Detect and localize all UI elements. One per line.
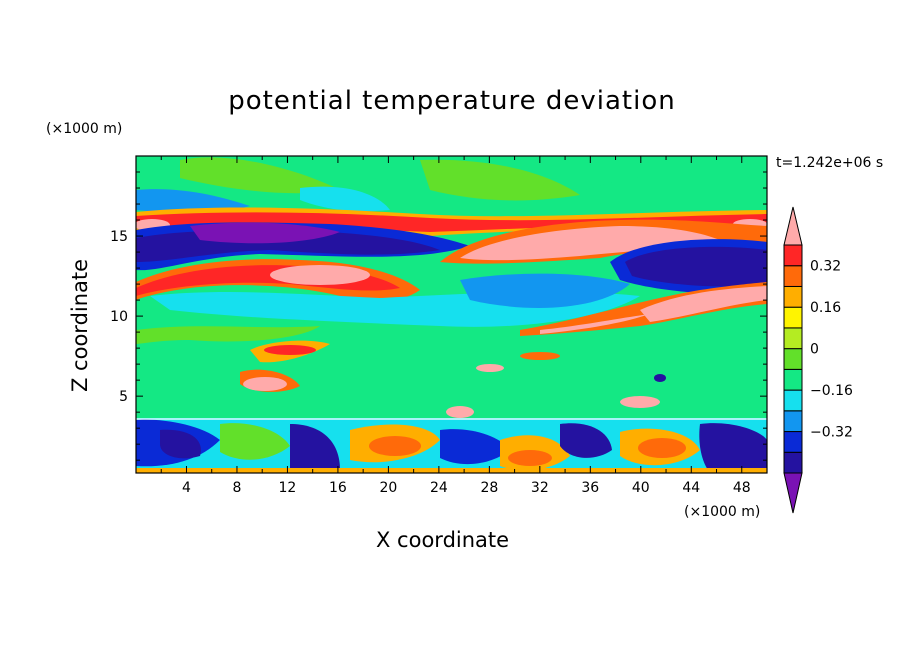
field-layer — [264, 345, 316, 355]
field-layer — [270, 265, 370, 285]
colorbar-tick-label: 0.16 — [810, 300, 841, 316]
field-layer — [625, 246, 767, 287]
colorbar-extend-high — [783, 206, 803, 246]
x-axis: 4 8 12 16 20 24 28 32 36 40 44 48 — [160, 156, 751, 496]
field-layer — [136, 468, 767, 473]
x-tick-label: 40 — [632, 480, 650, 496]
colorbar-bin — [783, 244, 803, 267]
x-tick-label: 48 — [733, 480, 751, 496]
contour-field — [136, 156, 767, 473]
x-tick-label: 16 — [329, 480, 347, 496]
x-tick-label: 24 — [430, 480, 448, 496]
field-layer — [190, 222, 340, 244]
field-layer — [638, 438, 686, 458]
y-axis: 5 10 15 — [110, 171, 767, 461]
x-tick-label: 36 — [581, 480, 599, 496]
y-tick-label: 5 — [119, 389, 128, 405]
field-layer — [540, 314, 650, 334]
x-axis-label: X coordinate — [376, 528, 510, 552]
chart-title: potential temperature deviation — [228, 86, 676, 116]
colorbar-bin — [783, 285, 803, 308]
field-layer — [560, 423, 612, 458]
colorbar-tick-label: 0.32 — [810, 259, 841, 275]
field-layer — [180, 157, 340, 194]
field-layer — [620, 396, 660, 408]
field-layer — [446, 406, 474, 418]
field-layer — [369, 436, 421, 456]
colorbar-bin — [783, 306, 803, 329]
field-layer — [136, 326, 320, 344]
colorbar-extend-low — [783, 472, 803, 514]
field-layer — [420, 159, 580, 201]
x-tick-label: 12 — [279, 480, 297, 496]
colorbar-bin — [783, 451, 803, 474]
plot-frame — [135, 155, 768, 474]
colorbar-bin — [783, 265, 803, 287]
y-tick-label: 15 — [110, 229, 128, 245]
field-layer — [520, 352, 560, 360]
x-tick-label: 4 — [182, 480, 191, 496]
colorbar: 0.32 0.16 0 −0.16 −0.32 — [783, 206, 853, 514]
colorbar-tick-label: −0.32 — [810, 425, 853, 441]
x-tick-label: 20 — [379, 480, 397, 496]
field-layer — [300, 186, 390, 212]
colorbar-bin — [783, 327, 803, 350]
field-layer — [460, 273, 630, 308]
y-axis-unit: (×1000 m) — [46, 121, 123, 137]
field-layer — [220, 423, 290, 460]
field-layer — [136, 212, 767, 232]
field-layer — [508, 450, 552, 466]
x-tick-label: 8 — [232, 480, 241, 496]
colorbar-tick-label: 0 — [810, 342, 819, 358]
x-tick-label: 44 — [682, 480, 700, 496]
field-layer — [440, 429, 510, 465]
y-tick-label: 10 — [110, 309, 128, 325]
field-layer — [243, 377, 287, 391]
x-axis-unit: (×1000 m) — [684, 504, 761, 520]
colorbar-bin — [783, 410, 803, 433]
field-layer — [460, 226, 720, 261]
field-layer — [290, 424, 340, 473]
colorbar-bin — [783, 389, 803, 412]
x-tick-label: 32 — [531, 480, 549, 496]
colorbar-bin — [783, 348, 803, 370]
colorbar-tick-label: −0.16 — [810, 383, 853, 399]
field-layer — [136, 189, 250, 213]
field-layer — [699, 423, 767, 473]
colorbar-bin — [783, 431, 803, 453]
colorbar-bin — [783, 368, 803, 391]
time-label: t=1.242e+06 s — [776, 155, 884, 171]
field-layer — [640, 286, 767, 322]
field-layer — [654, 374, 666, 382]
field-layer — [476, 364, 504, 372]
field-layer — [160, 429, 201, 459]
x-tick-label: 28 — [480, 480, 498, 496]
